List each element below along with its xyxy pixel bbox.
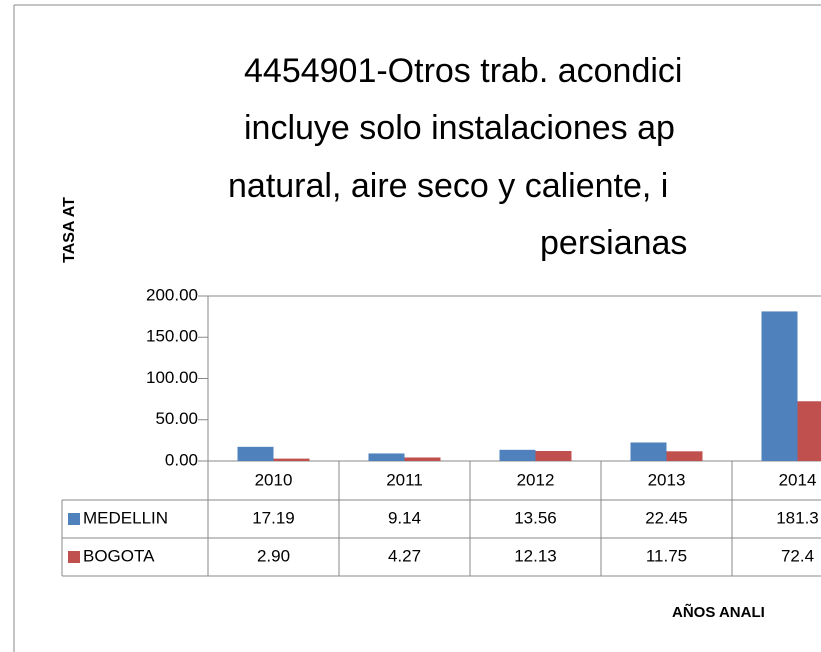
x-tick-label: 2014 xyxy=(779,470,817,489)
table-value: 2.90 xyxy=(257,546,290,565)
bar xyxy=(761,311,798,461)
bar xyxy=(797,401,821,461)
table-value: 181.3 xyxy=(776,508,819,527)
legend-label: BOGOTA xyxy=(83,546,155,565)
y-axis-label: TASA AT xyxy=(61,197,78,263)
table-value: 12.13 xyxy=(514,546,557,565)
bar xyxy=(535,450,572,461)
bar xyxy=(368,453,405,461)
title-line: natural, aire seco y caliente, i xyxy=(228,167,668,205)
bar xyxy=(666,451,703,461)
title-line: persianas xyxy=(540,224,687,262)
x-tick-label: 2011 xyxy=(386,470,423,489)
table-value: 72.4 xyxy=(781,546,814,565)
bar xyxy=(499,449,536,461)
title-line: incluye solo instalaciones ap xyxy=(244,109,675,147)
y-tick-label: 50.00 xyxy=(155,409,198,428)
legend-key xyxy=(68,513,80,525)
bar xyxy=(273,458,310,461)
table-value: 13.56 xyxy=(514,508,557,527)
bar xyxy=(237,446,274,461)
bar xyxy=(404,457,441,461)
x-tick-label: 2013 xyxy=(648,470,686,489)
legend-label: MEDELLIN xyxy=(83,508,168,527)
title-line: 4454901-Otros trab. acondici xyxy=(244,52,682,90)
table-value: 9.14 xyxy=(388,508,421,527)
table-value: 22.45 xyxy=(645,508,688,527)
x-tick-label: 2010 xyxy=(255,470,293,489)
y-tick-label: 0.00 xyxy=(165,450,198,469)
y-tick-label: 200.00 xyxy=(146,285,198,304)
table-value: 17.19 xyxy=(252,508,295,527)
y-tick-label: 100.00 xyxy=(146,368,198,387)
legend-key xyxy=(68,551,80,563)
table-value: 11.75 xyxy=(646,546,687,565)
table-value: 4.27 xyxy=(388,546,421,565)
x-axis-label: AÑOS ANALI xyxy=(672,603,765,621)
y-tick-label: 150.00 xyxy=(146,327,198,346)
bar xyxy=(630,442,667,461)
x-tick-label: 2012 xyxy=(517,470,555,489)
